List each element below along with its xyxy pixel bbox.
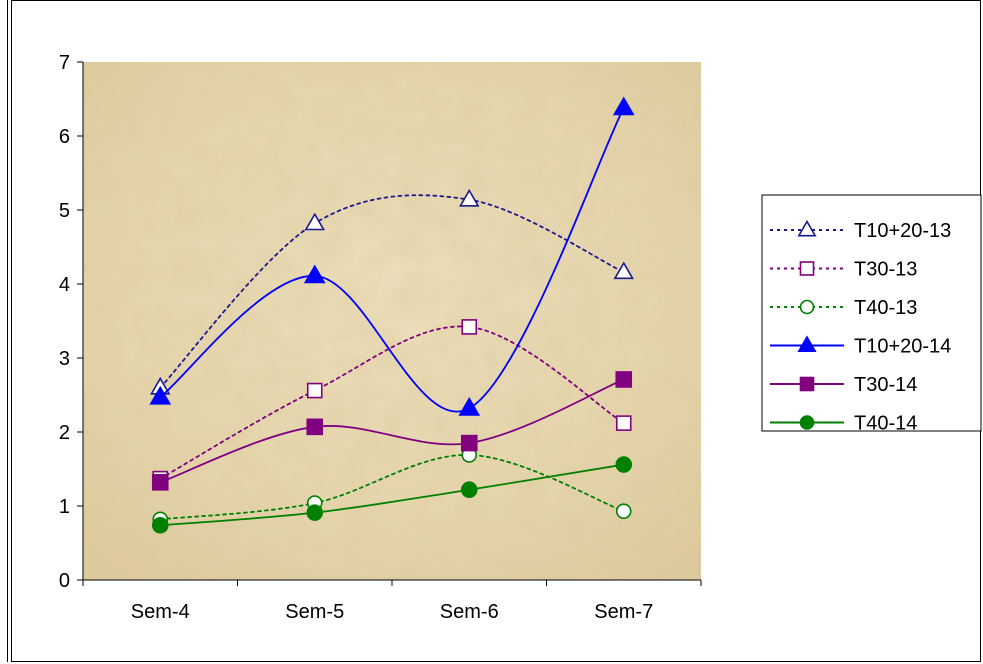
marker-square <box>306 382 323 399</box>
series-layer <box>149 96 635 534</box>
marker-circle <box>460 481 478 499</box>
series-line <box>159 463 625 527</box>
legend-entry: T10+20-13 <box>770 219 951 242</box>
marker-square <box>151 474 169 491</box>
y-tick-label: 5 <box>59 200 70 222</box>
marker-circle <box>151 516 169 534</box>
legend-label: T30-14 <box>854 374 917 396</box>
series-line <box>159 454 625 521</box>
legend-entry: T40-13 <box>770 297 917 319</box>
y-tick-label: 6 <box>59 126 70 148</box>
y-tick-label: 7 <box>59 52 70 74</box>
marker-triangle <box>797 219 817 237</box>
y-tick-label: 2 <box>59 422 70 444</box>
marker-circle <box>799 299 815 315</box>
marker-square <box>460 434 478 452</box>
y-tick-label: 1 <box>59 496 70 518</box>
marker-square <box>615 371 633 388</box>
marker-circle <box>615 456 633 473</box>
series-t30-14 <box>151 371 633 491</box>
marker-triangle <box>613 261 634 280</box>
plot-texture <box>83 62 701 580</box>
y-tick-label: 0 <box>59 570 70 592</box>
legend-entry: T30-13 <box>770 259 917 281</box>
x-tick-label: Sem-5 <box>285 601 344 623</box>
series-t40-14 <box>151 456 633 534</box>
series-t10-20-13 <box>150 188 634 395</box>
marker-circle <box>306 504 324 521</box>
legend-label: T40-14 <box>854 413 917 435</box>
legend-entry: T30-14 <box>770 374 917 396</box>
axes: 0 1 2 3 4 5 6 7 Sem-4 Sem-5 Sem-6 Sem-7 <box>59 52 702 623</box>
y-tick-label: 4 <box>59 274 70 296</box>
marker-square <box>799 376 815 392</box>
y-tick-label: 3 <box>59 348 70 370</box>
marker-triangle <box>458 396 481 416</box>
marker-square <box>799 261 815 276</box>
series-t10-20-14 <box>149 96 635 416</box>
legend-label: T40-13 <box>854 297 917 319</box>
series-line <box>159 325 625 480</box>
marker-square <box>306 418 324 436</box>
marker-circle <box>799 415 815 430</box>
marker-triangle <box>612 96 635 116</box>
plot-background <box>83 62 701 580</box>
series-line <box>159 194 625 389</box>
legend-label: T30-13 <box>854 259 917 281</box>
legend: T10+20-13 T30-13 T40-13 T10+20-14 T30-14 T40-… <box>761 194 982 435</box>
legend-entry: T40-14 <box>770 413 917 435</box>
series-line <box>159 378 625 484</box>
marker-triangle <box>303 264 326 284</box>
x-tick-label: Sem-6 <box>440 601 499 623</box>
x-tick-label: Sem-4 <box>131 601 190 623</box>
marker-square <box>615 415 632 431</box>
legend-label: T10+20-14 <box>854 336 951 358</box>
marker-triangle <box>149 385 172 405</box>
marker-circle <box>615 503 632 519</box>
marker-triangle <box>304 212 325 231</box>
outer-edge <box>0 0 8 662</box>
series-line <box>159 106 625 413</box>
legend-box <box>761 194 982 432</box>
marker-triangle <box>459 188 480 207</box>
marker-triangle <box>797 335 817 353</box>
marker-square <box>461 319 478 335</box>
x-tick-label: Sem-7 <box>594 601 653 623</box>
legend-entry: T10+20-14 <box>770 335 951 358</box>
legend-label: T10+20-13 <box>854 220 951 242</box>
